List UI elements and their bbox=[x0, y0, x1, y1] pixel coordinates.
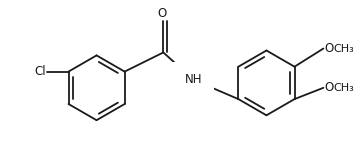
Text: NH: NH bbox=[185, 73, 202, 86]
Text: CH₃: CH₃ bbox=[333, 44, 354, 54]
Text: O: O bbox=[324, 81, 334, 94]
Text: Cl: Cl bbox=[34, 65, 46, 78]
Text: O: O bbox=[324, 42, 334, 55]
Text: CH₃: CH₃ bbox=[333, 83, 354, 93]
Text: O: O bbox=[158, 7, 167, 20]
